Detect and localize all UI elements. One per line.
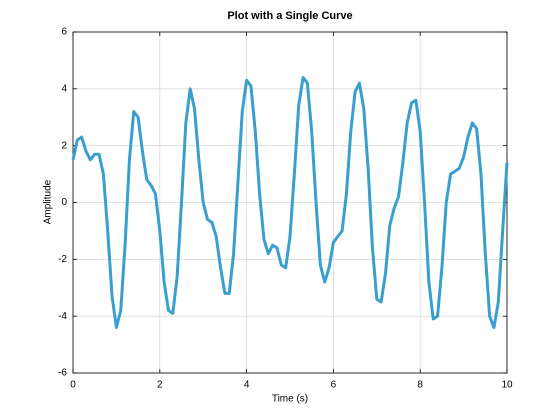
y-tick-label: 0: [61, 197, 67, 208]
y-axis-label: Amplitude: [43, 179, 54, 224]
x-tick-label: 4: [244, 380, 250, 391]
plot-frame: [72, 31, 508, 374]
chart-title: Plot with a Single Curve: [227, 10, 352, 22]
x-axis-label: Time (s): [272, 394, 308, 405]
y-tick-label: 2: [61, 140, 67, 151]
y-tick-label: -4: [58, 311, 67, 322]
y-tick-label: 4: [61, 83, 67, 94]
x-tick-label: 0: [70, 380, 76, 391]
y-tick-label: -6: [58, 368, 67, 379]
y-tick-label: 6: [61, 27, 67, 38]
data-line: [71, 75, 509, 330]
y-tick-label: -2: [58, 254, 67, 265]
x-tick-label: 10: [501, 380, 513, 391]
x-tick-label: 8: [417, 380, 423, 391]
x-tick-label: 6: [331, 380, 337, 391]
x-tick-label: 2: [157, 380, 163, 391]
